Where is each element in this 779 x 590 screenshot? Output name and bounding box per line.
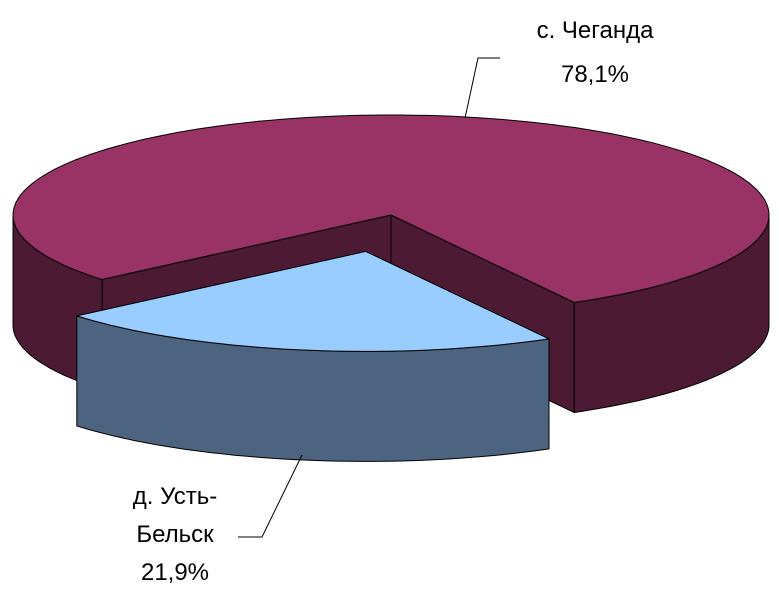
category-label: д. Усть-Бельск	[132, 483, 218, 548]
leader-line	[464, 57, 500, 119]
slice-top	[76, 250, 550, 352]
slice-label: д. Усть-Бельск 21,9%	[110, 478, 240, 590]
value-label: 78,1%	[560, 61, 630, 88]
value-label: 21,9%	[140, 559, 210, 586]
slice-top	[12, 114, 770, 303]
slice-label: с. Чеганда 78,1%	[500, 12, 690, 94]
leader-line	[238, 454, 303, 538]
category-label: с. Чеганда	[536, 17, 654, 44]
